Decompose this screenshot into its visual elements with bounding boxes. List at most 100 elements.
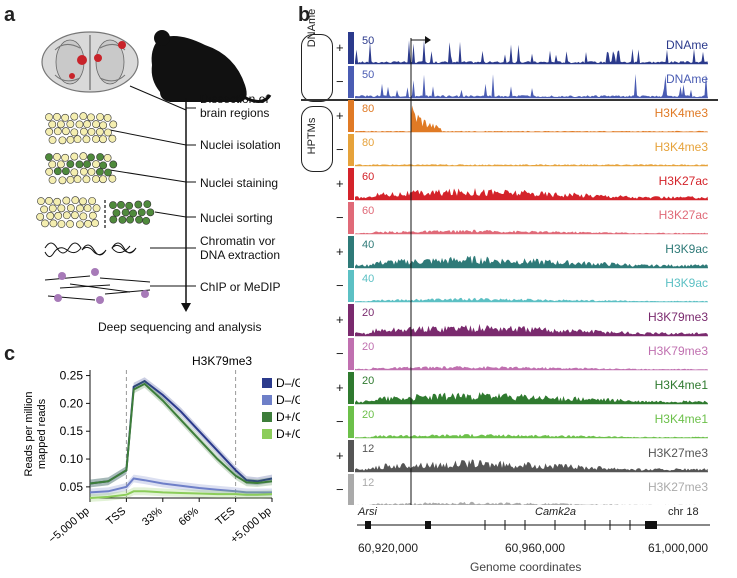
track-label: H3K27me3 xyxy=(647,480,708,494)
legend-swatch xyxy=(262,395,272,405)
track-sign: − xyxy=(336,74,344,89)
x-tick-label: 33% xyxy=(140,505,165,528)
step-chromatin-extraction: Chromatin vor DNA extraction xyxy=(200,234,281,262)
track-sign: − xyxy=(336,278,344,293)
track-label: H3K79me3 xyxy=(647,310,708,324)
y-tick-label: 0.20 xyxy=(60,396,84,410)
track-sign: − xyxy=(336,346,344,361)
series-line xyxy=(89,382,273,485)
track-label: H3K27ac xyxy=(658,208,708,222)
track-label: H3K9ac xyxy=(665,276,708,290)
track-scale: 12 xyxy=(362,443,375,455)
step-nuclei-isolation: Nuclei isolation xyxy=(200,138,281,152)
track-sign: + xyxy=(336,108,344,123)
track-scale: 50 xyxy=(362,69,375,81)
chart-title: H3K79me3 xyxy=(192,354,252,368)
track-scale: 80 xyxy=(362,137,375,149)
x-tick-label: TSS xyxy=(104,505,128,528)
y-axis-label: Reads per millionmapped reads xyxy=(23,392,48,477)
track-scale: 40 xyxy=(362,273,375,285)
track-scale: 80 xyxy=(362,103,375,115)
step-dissection: Dissection of brain regions xyxy=(200,92,270,120)
track-label: H3K4me1 xyxy=(654,378,708,392)
legend-label: D+/G– xyxy=(276,427,300,441)
track-sign: + xyxy=(336,176,344,191)
group-label-dname: DNAme xyxy=(306,8,318,48)
series-band xyxy=(90,377,272,488)
step-chip-medip: ChIP or MeDIP xyxy=(200,280,281,294)
xtick-2: 60,960,000 xyxy=(505,541,566,555)
track-sign: − xyxy=(336,482,344,497)
track-label: DNAme xyxy=(665,72,708,86)
series-line xyxy=(89,477,272,494)
brain-icon xyxy=(41,31,139,93)
nuclei-cluster-isolation xyxy=(45,112,118,145)
track-scale: 20 xyxy=(362,409,375,421)
workflow-illustration xyxy=(36,30,272,312)
h3k79me3-profile-chart: H3K79me3 0.05 0.10 0.15 0.20 0.25 Reads per mi… xyxy=(23,354,300,546)
legend-swatch xyxy=(262,378,272,388)
genome-xlabel: Genome coordinates xyxy=(470,560,582,574)
step-nuclei-sorting: Nuclei sorting xyxy=(200,211,273,225)
track-scale: 20 xyxy=(362,375,375,387)
legend-label: D+/G+ xyxy=(276,410,300,424)
track-sign: − xyxy=(336,414,344,429)
track-label: H3K4me3 xyxy=(654,106,708,120)
track-sign: + xyxy=(336,244,344,259)
x-tick-label: −5,000 bp xyxy=(46,505,91,546)
group-box-hptms xyxy=(301,106,333,172)
nuclei-cluster-sorted xyxy=(36,196,155,229)
group-divider xyxy=(301,99,718,101)
legend-swatch xyxy=(262,429,272,439)
gene-annotation xyxy=(357,520,710,530)
y-tick-label: 0.05 xyxy=(60,480,84,494)
track-sign: + xyxy=(336,380,344,395)
track-label: H3K9ac xyxy=(665,242,708,256)
group-box-dname xyxy=(301,34,333,102)
y-tick-label: 0.10 xyxy=(60,452,84,466)
x-tick-label: +5,000 bp xyxy=(228,505,273,546)
track-label: H3K4me3 xyxy=(654,140,708,154)
chromosome-label: chr 18 xyxy=(668,506,699,518)
track-label: H3K79me3 xyxy=(647,344,708,358)
xtick-3: 61,000,000 xyxy=(648,541,709,555)
gene-label-left: Arsi xyxy=(358,506,377,518)
x-tick-label: 66% xyxy=(177,505,202,528)
legend-label: D–/G– xyxy=(276,376,300,390)
track-label: H3K4me1 xyxy=(654,412,708,426)
track-scale: 60 xyxy=(362,205,375,217)
nuclei-cluster-stained xyxy=(45,152,118,185)
track-label-layer: DNAme 50 + DNAme 50 − H3K4me3 80 + H3K4me3 80 − H3K2… xyxy=(336,30,708,505)
series-line xyxy=(89,490,273,499)
chip-fragments-icon xyxy=(44,268,151,304)
track-scale: 60 xyxy=(362,171,375,183)
track-sign: + xyxy=(336,312,344,327)
track-scale: 20 xyxy=(362,341,375,353)
panel-letter-a: a xyxy=(4,4,16,26)
y-tick-label: 0.15 xyxy=(60,424,84,438)
track-label: H3K27me3 xyxy=(647,446,708,460)
track-scale: 20 xyxy=(362,307,375,319)
y-tick-label: 0.25 xyxy=(60,369,84,383)
track-scale: 12 xyxy=(362,477,375,489)
track-sign: + xyxy=(336,448,344,463)
series-band xyxy=(90,380,272,488)
track-sign: − xyxy=(336,210,344,225)
legend-swatch xyxy=(262,412,272,422)
track-sign: + xyxy=(336,40,344,55)
group-label-hptms: HPTMs xyxy=(306,117,318,155)
step-deep-sequencing: Deep sequencing and analysis xyxy=(98,320,262,334)
chromatin-icon xyxy=(44,242,137,258)
series-line xyxy=(89,379,273,485)
track-label: DNAme xyxy=(665,38,708,52)
track-label: H3K27ac xyxy=(658,174,708,188)
panel-letter-b: b xyxy=(298,4,311,26)
x-tick-label: TES xyxy=(213,505,237,528)
genome-tracks xyxy=(348,32,708,505)
gene-label-center: Camk2a xyxy=(535,506,576,518)
step-nuclei-staining: Nuclei staining xyxy=(200,176,279,190)
track-sign: − xyxy=(336,142,344,157)
track-scale: 40 xyxy=(362,239,375,251)
panel-letter-c: c xyxy=(4,343,16,365)
track-scale: 50 xyxy=(362,35,375,47)
